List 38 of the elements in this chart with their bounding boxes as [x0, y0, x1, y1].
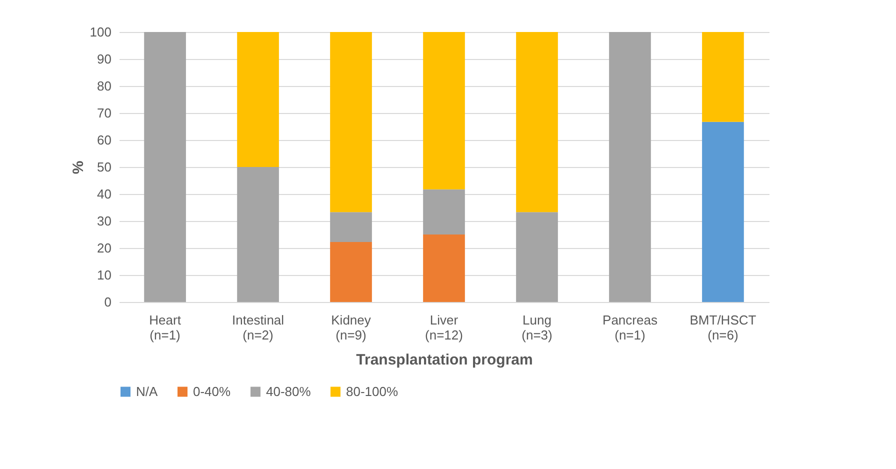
- bar: [330, 32, 372, 212]
- y-tick-label: 70: [97, 106, 112, 120]
- bar: [609, 32, 651, 302]
- bar: [144, 32, 186, 302]
- y-tick-label: 90: [97, 52, 112, 66]
- x-tick-label: Heart (n=1): [149, 312, 182, 342]
- bar: [423, 234, 465, 302]
- x-tick-label: Kidney (n=9): [331, 312, 372, 342]
- bar: [330, 242, 372, 302]
- y-tick-label: 60: [97, 132, 112, 148]
- y-tick-label: 0: [104, 294, 112, 310]
- y-axis-title: %: [70, 160, 87, 174]
- y-tick-label: 100: [90, 24, 112, 40]
- y-tick-label: 10: [97, 268, 112, 282]
- bar: [330, 212, 372, 242]
- x-tick-label: Lung (n=3): [522, 312, 552, 342]
- bar: [516, 212, 558, 302]
- bar: [237, 167, 279, 302]
- bar: [423, 32, 465, 190]
- bar: [237, 32, 279, 167]
- x-axis-title: Transplantation program: [356, 352, 533, 368]
- y-tick-label: 80: [97, 78, 112, 94]
- legend-label: N/A: [136, 384, 158, 399]
- y-tick-label: 20: [97, 240, 112, 256]
- legend-label: 40-80%: [266, 384, 312, 399]
- x-tick-label: Intestinal (n=2): [232, 312, 284, 342]
- legend-label: 0-40%: [193, 384, 232, 399]
- y-tick-label: 50: [97, 160, 112, 174]
- x-tick-label: Pancreas (n=1): [602, 312, 658, 342]
- bar: [516, 32, 558, 212]
- x-tick-label: Liver (n=12): [425, 312, 463, 342]
- legend-label: 80-100%: [346, 384, 398, 399]
- bar: [702, 122, 744, 302]
- bar: [423, 189, 465, 234]
- y-tick-label: 30: [97, 214, 112, 228]
- y-tick-label: 40: [97, 186, 112, 202]
- bar: [702, 32, 744, 122]
- x-tick-label: BMT/HSCT (n=6): [690, 312, 756, 342]
